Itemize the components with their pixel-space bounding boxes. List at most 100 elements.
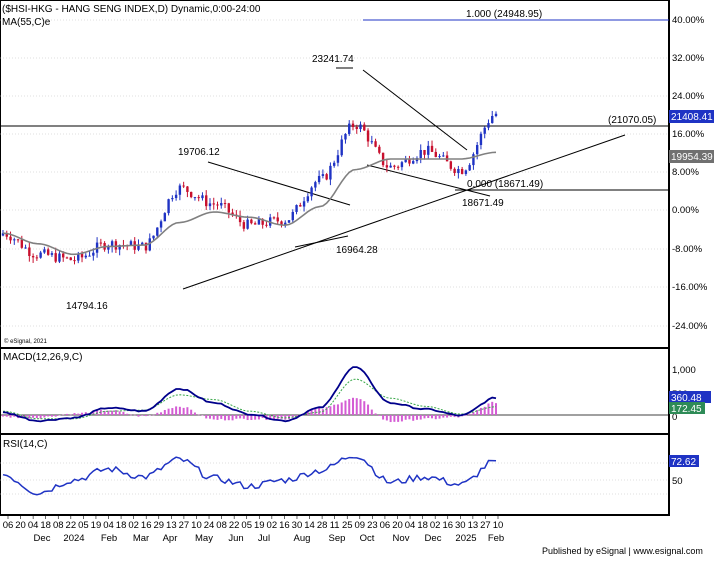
macd-hist-bar [491, 401, 494, 415]
candle-body [287, 220, 291, 223]
month-tick: 2024 [63, 533, 84, 544]
candle-body [351, 123, 355, 128]
macd-hist-bar [250, 415, 253, 421]
candle-body [16, 239, 20, 241]
macd-hist-bar [431, 415, 434, 419]
month-tick: Jun [228, 533, 243, 544]
candle-body [208, 203, 212, 207]
candle-body [246, 219, 249, 229]
trendline-may-resistance [207, 161, 351, 206]
candle-body [73, 260, 76, 262]
candle-body [385, 165, 389, 168]
macd-hist-bar [20, 415, 23, 418]
month-tick: Dec [425, 533, 442, 544]
candle-body [152, 235, 155, 239]
candle-body [306, 196, 310, 202]
ma-legend: MA(55,C)e [2, 17, 51, 28]
candle-body [178, 185, 182, 195]
candle-body [408, 158, 411, 164]
signal-value-badge: 172.45 [669, 402, 705, 415]
pct-tick: -16.00% [672, 282, 708, 293]
date-tick: 09 [355, 520, 366, 531]
date-tick: 06 [380, 520, 391, 531]
ma-value-text: 19954.39 [671, 152, 713, 163]
pct-tick: 32.00% [672, 53, 705, 64]
candle-body [216, 204, 219, 206]
may-high-label: 19706.12 [178, 147, 220, 158]
candle-body [276, 217, 279, 222]
macd-hist-bar [126, 413, 129, 415]
macd-hist-bar [212, 415, 215, 420]
candle-body [381, 152, 385, 166]
candle-body [393, 165, 396, 167]
macd-value-badge: 360.48 [669, 391, 711, 404]
candle-body [201, 195, 204, 199]
pct-tick: 16.00% [672, 129, 705, 140]
candle-body [427, 145, 430, 155]
month-tick: 2025 [455, 533, 476, 544]
candle-body [43, 249, 46, 253]
macd-hist-bar [2, 415, 4, 417]
date-tick: 02 [128, 520, 139, 531]
rsi-value-badge: 72.62 [669, 455, 699, 468]
macd-hist-bar [487, 403, 490, 415]
candle-body [494, 113, 498, 116]
macd-hist-bar [318, 408, 321, 415]
macd-hist-bar [333, 404, 336, 415]
date-tick: 10 [191, 520, 202, 531]
macd-hist-bar [193, 412, 196, 415]
date-tick: 22 [229, 520, 240, 531]
macd-value-text: 360.48 [671, 393, 702, 404]
candle-body [231, 212, 234, 215]
candle-body [299, 205, 302, 207]
candle-body [159, 221, 163, 228]
candle-body [257, 219, 261, 225]
month-tick: Nov [393, 533, 410, 544]
candle-body [284, 222, 287, 225]
month-tick: Feb [101, 533, 117, 544]
macd-hist-bar [137, 415, 140, 417]
date-tick: 30 [292, 520, 303, 531]
macd-hist-bar [145, 415, 148, 417]
candle-body [77, 253, 80, 261]
macd-hist-bar [197, 414, 200, 416]
macd-hist-bar [446, 415, 449, 418]
macd-hist-bar [385, 415, 388, 421]
candle-body [317, 175, 321, 183]
macd-hist-bar [427, 415, 430, 419]
macd-hist-bar [69, 414, 72, 416]
pct-tick: 40.00% [672, 15, 705, 26]
candle-body [363, 124, 366, 131]
candle-body [355, 127, 358, 130]
trendline-aug-base [294, 235, 349, 248]
date-tick: 16 [442, 520, 453, 531]
chart-title: ($HSI-HKG - HANG SENG INDEX,D) Dynamic,0… [2, 4, 261, 15]
candle-body [453, 168, 456, 174]
price-panel [0, 0, 669, 348]
publisher-credit: Published by eSignal | www.esignal.com [542, 546, 703, 556]
rsi-value-text: 72.62 [671, 457, 696, 468]
macd-hist-bar [182, 407, 185, 415]
macd-hist-bar [167, 408, 170, 415]
candle-body [50, 253, 54, 255]
macd-hist-bar [344, 400, 347, 415]
macd-hist-bar [73, 413, 76, 415]
candle-body [460, 168, 464, 174]
candle-body [197, 197, 200, 199]
macd-hist-bar [178, 406, 181, 415]
macd-hist-bar [81, 412, 84, 415]
date-tick: 23 [367, 520, 378, 531]
macd-hist-bar [62, 414, 65, 416]
candle-body [65, 257, 69, 259]
pct-tick: 24.00% [672, 91, 705, 102]
macd-hist-bar [205, 415, 208, 419]
macd-hist-bar [171, 408, 174, 415]
macd-hist-bar [408, 415, 411, 420]
candle-body [329, 165, 332, 180]
date-tick: 08 [216, 520, 227, 531]
macd-hist-bar [340, 402, 343, 415]
macd-hist-bar [235, 415, 238, 419]
date-axis-ticks: 06 20 04 18 08 22 05 19 04 18 02 16 29 13 27 10 24 08 22 05… [3, 516, 503, 531]
candle-body [291, 211, 294, 221]
macd-hist-bar [382, 415, 385, 420]
